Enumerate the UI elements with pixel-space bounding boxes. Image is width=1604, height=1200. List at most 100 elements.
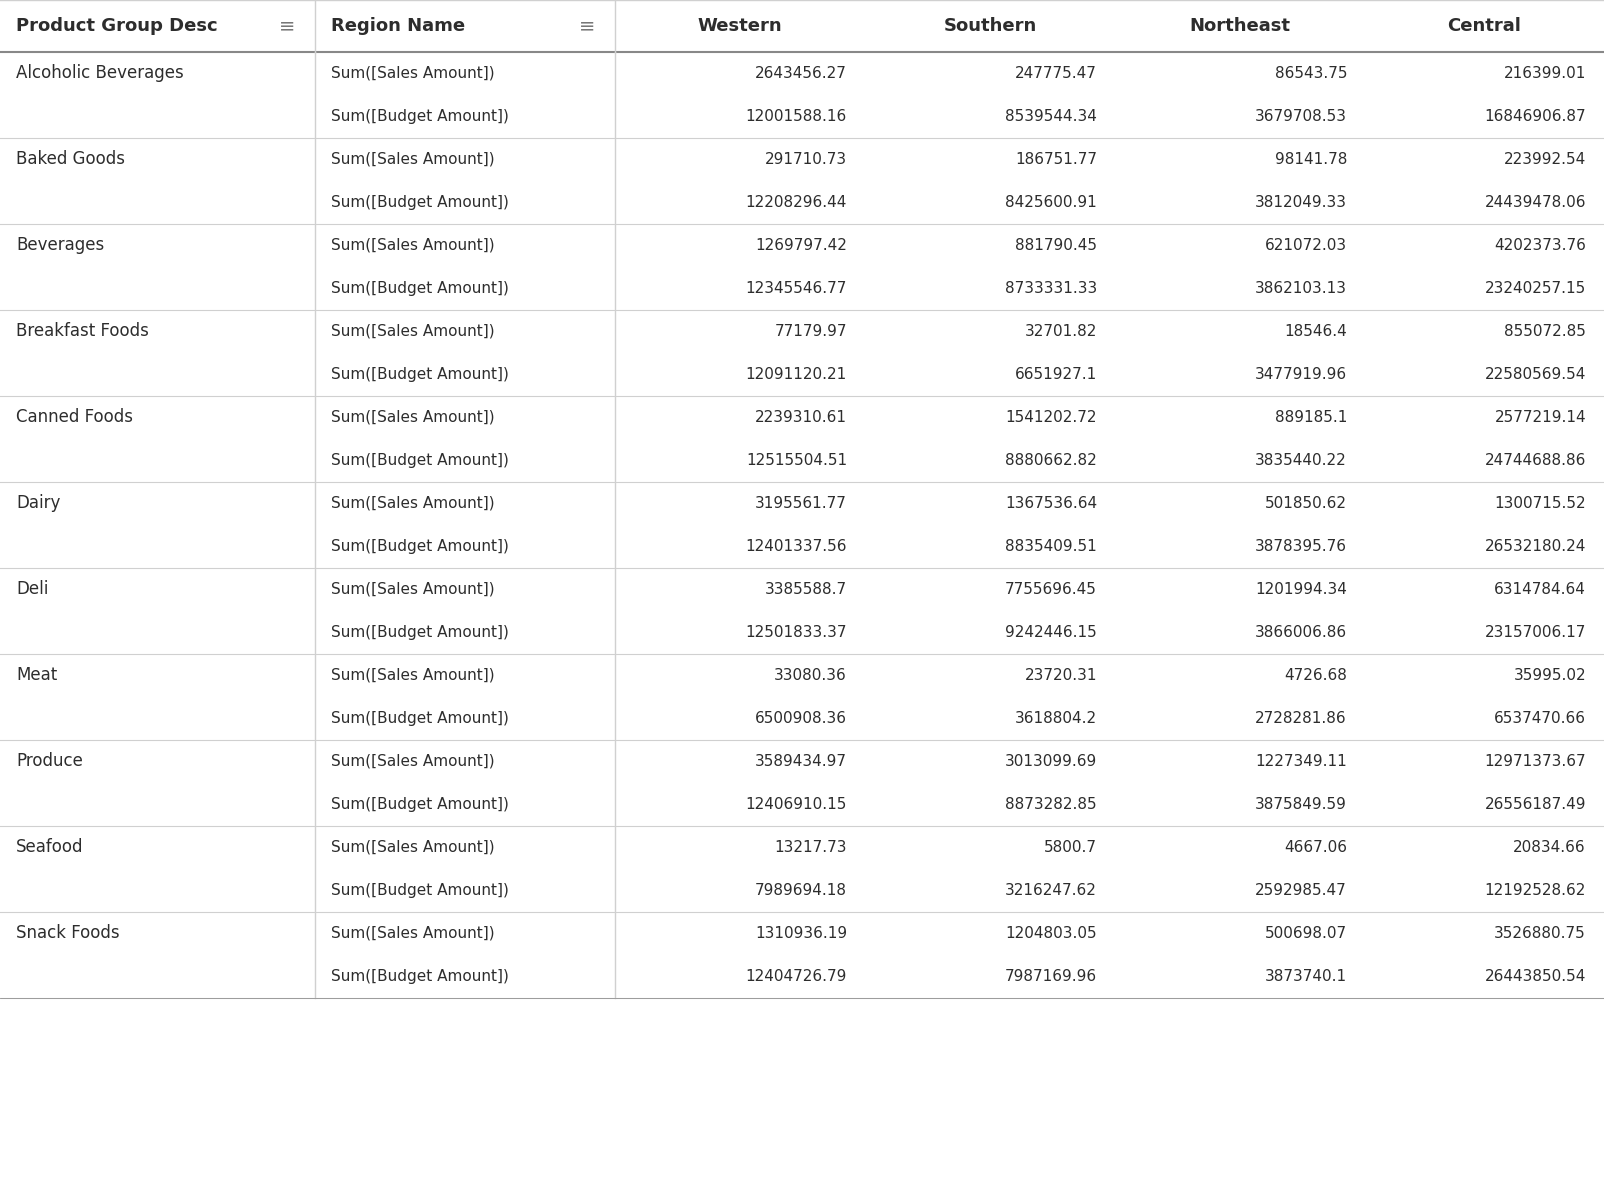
Bar <box>0 869 1604 912</box>
Text: Sum([Budget Amount]): Sum([Budget Amount]) <box>330 970 508 984</box>
Bar <box>0 266 1604 310</box>
Text: 12404726.79: 12404726.79 <box>746 970 847 984</box>
Text: Sum([Budget Amount]): Sum([Budget Amount]) <box>330 625 508 640</box>
Text: 12208296.44: 12208296.44 <box>746 194 847 210</box>
Text: 3526880.75: 3526880.75 <box>1495 926 1586 941</box>
Text: Sum([Sales Amount]): Sum([Sales Amount]) <box>330 926 494 941</box>
Text: Southern: Southern <box>943 17 1036 35</box>
Text: Breakfast Foods: Breakfast Foods <box>16 323 149 341</box>
Text: 86543.75: 86543.75 <box>1275 66 1347 80</box>
Bar <box>0 782 1604 826</box>
Text: 7755696.45: 7755696.45 <box>1006 582 1097 596</box>
Text: Sum([Sales Amount]): Sum([Sales Amount]) <box>330 582 494 596</box>
Text: 8880662.82: 8880662.82 <box>1006 452 1097 468</box>
Bar <box>0 611 1604 654</box>
Bar <box>0 826 1604 869</box>
Text: Sum([Budget Amount]): Sum([Budget Amount]) <box>330 367 508 382</box>
Text: Northeast: Northeast <box>1190 17 1291 35</box>
Text: Sum([Sales Amount]): Sum([Sales Amount]) <box>330 152 494 167</box>
Text: 7987169.96: 7987169.96 <box>1004 970 1097 984</box>
Text: 2728281.86: 2728281.86 <box>1256 710 1347 726</box>
Bar <box>0 353 1604 396</box>
Text: 12501833.37: 12501833.37 <box>746 625 847 640</box>
Text: 22580569.54: 22580569.54 <box>1485 367 1586 382</box>
Text: 3216247.62: 3216247.62 <box>1006 883 1097 898</box>
Bar <box>0 955 1604 998</box>
Text: 8835409.51: 8835409.51 <box>1006 539 1097 554</box>
Bar <box>0 740 1604 782</box>
Text: 26443850.54: 26443850.54 <box>1485 970 1586 984</box>
Text: Sum([Budget Amount]): Sum([Budget Amount]) <box>330 281 508 296</box>
Text: 3835440.22: 3835440.22 <box>1256 452 1347 468</box>
Text: ≡: ≡ <box>279 17 295 36</box>
Text: Canned Foods: Canned Foods <box>16 408 133 426</box>
Text: 3679708.53: 3679708.53 <box>1254 109 1347 124</box>
Text: 291710.73: 291710.73 <box>765 152 847 167</box>
Text: 20834.66: 20834.66 <box>1514 840 1586 854</box>
Text: 3477919.96: 3477919.96 <box>1254 367 1347 382</box>
Bar <box>0 52 1604 95</box>
Text: Sum([Budget Amount]): Sum([Budget Amount]) <box>330 452 508 468</box>
Text: 223992.54: 223992.54 <box>1505 152 1586 167</box>
Text: 501850.62: 501850.62 <box>1266 496 1347 511</box>
Text: 4726.68: 4726.68 <box>1285 668 1347 683</box>
Text: 12515504.51: 12515504.51 <box>746 452 847 468</box>
Text: 3878395.76: 3878395.76 <box>1254 539 1347 554</box>
Text: 12401337.56: 12401337.56 <box>746 539 847 554</box>
Text: Central: Central <box>1447 17 1522 35</box>
Text: 881790.45: 881790.45 <box>1015 238 1097 253</box>
Text: 13217.73: 13217.73 <box>775 840 847 854</box>
Bar <box>0 396 1604 439</box>
Text: Sum([Budget Amount]): Sum([Budget Amount]) <box>330 797 508 812</box>
Text: 1227349.11: 1227349.11 <box>1256 754 1347 769</box>
Text: 3862103.13: 3862103.13 <box>1254 281 1347 296</box>
Text: 12345546.77: 12345546.77 <box>746 281 847 296</box>
Text: 1367536.64: 1367536.64 <box>1004 496 1097 511</box>
Text: 3812049.33: 3812049.33 <box>1254 194 1347 210</box>
Text: 7989694.18: 7989694.18 <box>755 883 847 898</box>
Text: ≡: ≡ <box>579 17 595 36</box>
Text: Sum([Sales Amount]): Sum([Sales Amount]) <box>330 324 494 338</box>
Text: 23157006.17: 23157006.17 <box>1485 625 1586 640</box>
Text: 855072.85: 855072.85 <box>1505 324 1586 338</box>
Text: 24439478.06: 24439478.06 <box>1484 194 1586 210</box>
Text: Sum([Budget Amount]): Sum([Budget Amount]) <box>330 883 508 898</box>
Text: Sum([Sales Amount]): Sum([Sales Amount]) <box>330 238 494 253</box>
Text: 9242446.15: 9242446.15 <box>1006 625 1097 640</box>
Text: 216399.01: 216399.01 <box>1503 66 1586 80</box>
Text: Sum([Sales Amount]): Sum([Sales Amount]) <box>330 66 494 80</box>
Text: 1204803.05: 1204803.05 <box>1006 926 1097 941</box>
Text: Sum([Budget Amount]): Sum([Budget Amount]) <box>330 710 508 726</box>
Bar <box>0 439 1604 482</box>
Text: 23240257.15: 23240257.15 <box>1485 281 1586 296</box>
Bar <box>0 912 1604 955</box>
Text: 23720.31: 23720.31 <box>1025 668 1097 683</box>
Text: Sum([Sales Amount]): Sum([Sales Amount]) <box>330 840 494 854</box>
Text: 5800.7: 5800.7 <box>1044 840 1097 854</box>
Text: Beverages: Beverages <box>16 236 104 254</box>
Text: 3385588.7: 3385588.7 <box>765 582 847 596</box>
Text: Region Name: Region Name <box>330 17 465 35</box>
Text: 3618804.2: 3618804.2 <box>1015 710 1097 726</box>
Text: 3195561.77: 3195561.77 <box>755 496 847 511</box>
Text: 8873282.85: 8873282.85 <box>1006 797 1097 812</box>
Bar <box>0 310 1604 353</box>
Text: 2592985.47: 2592985.47 <box>1256 883 1347 898</box>
Text: Alcoholic Beverages: Alcoholic Beverages <box>16 65 184 83</box>
Text: Sum([Sales Amount]): Sum([Sales Amount]) <box>330 668 494 683</box>
Bar <box>0 138 1604 181</box>
Text: Sum([Sales Amount]): Sum([Sales Amount]) <box>330 410 494 425</box>
Text: 8425600.91: 8425600.91 <box>1006 194 1097 210</box>
Text: Dairy: Dairy <box>16 494 61 512</box>
Text: 6651927.1: 6651927.1 <box>1015 367 1097 382</box>
Text: 247775.47: 247775.47 <box>1015 66 1097 80</box>
Text: Snack Foods: Snack Foods <box>16 924 120 942</box>
Text: 3013099.69: 3013099.69 <box>1004 754 1097 769</box>
Text: 98141.78: 98141.78 <box>1275 152 1347 167</box>
Bar <box>0 0 1604 52</box>
Text: 4667.06: 4667.06 <box>1283 840 1347 854</box>
Text: 26532180.24: 26532180.24 <box>1485 539 1586 554</box>
Text: 24744688.86: 24744688.86 <box>1485 452 1586 468</box>
Bar <box>0 526 1604 568</box>
Text: 3866006.86: 3866006.86 <box>1254 625 1347 640</box>
